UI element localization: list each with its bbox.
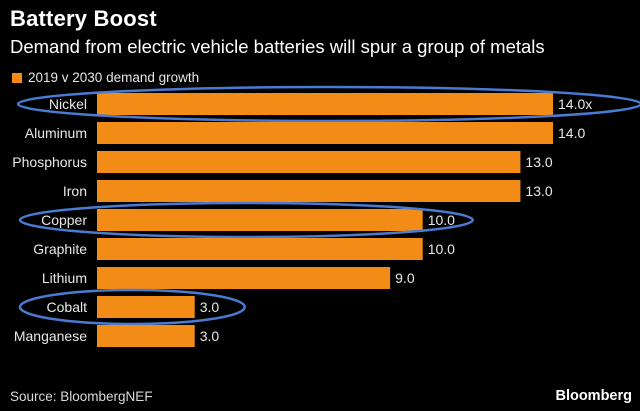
data-label: 13.0 bbox=[525, 154, 552, 170]
category-label: Nickel bbox=[49, 96, 87, 112]
source-note: Source: BloombergNEF bbox=[10, 389, 153, 404]
chart-title: Battery Boost bbox=[10, 6, 157, 31]
category-label: Phosphorus bbox=[12, 154, 87, 170]
category-label: Graphite bbox=[33, 241, 87, 257]
category-label: Copper bbox=[41, 212, 87, 228]
bar-copper bbox=[97, 209, 423, 231]
bar-lithium bbox=[97, 267, 391, 289]
category-label: Iron bbox=[63, 183, 87, 199]
highlight-ellipse-copper bbox=[18, 201, 474, 239]
category-label: Cobalt bbox=[47, 299, 88, 315]
bar-graphite bbox=[97, 238, 423, 260]
data-label: 10.0 bbox=[428, 212, 455, 228]
bar-phosphorus bbox=[97, 151, 521, 173]
legend-swatch bbox=[12, 72, 22, 83]
data-label: 14.0x bbox=[558, 96, 592, 112]
brand-logo: Bloomberg bbox=[555, 388, 632, 404]
chart-subtitle: Demand from electric vehicle batteries w… bbox=[10, 36, 545, 57]
data-label: 9.0 bbox=[395, 270, 415, 286]
bar-manganese bbox=[97, 325, 195, 347]
bar-aluminum bbox=[97, 122, 553, 144]
bar-nickel bbox=[97, 93, 553, 115]
legend: 2019 v 2030 demand growth bbox=[12, 70, 199, 85]
category-label: Aluminum bbox=[25, 125, 87, 141]
data-label: 3.0 bbox=[200, 328, 220, 344]
data-label: 13.0 bbox=[525, 183, 552, 199]
bar-cobalt bbox=[97, 296, 195, 318]
category-label: Manganese bbox=[14, 328, 87, 344]
data-label: 3.0 bbox=[200, 299, 220, 315]
category-label: Lithium bbox=[42, 270, 87, 286]
data-label: 14.0 bbox=[558, 125, 585, 141]
bar-iron bbox=[97, 180, 521, 202]
highlight-ellipse-nickel bbox=[16, 85, 640, 123]
highlight-ellipse-cobalt bbox=[18, 288, 246, 326]
legend-label: 2019 v 2030 demand growth bbox=[28, 70, 200, 85]
data-label: 10.0 bbox=[428, 241, 455, 257]
